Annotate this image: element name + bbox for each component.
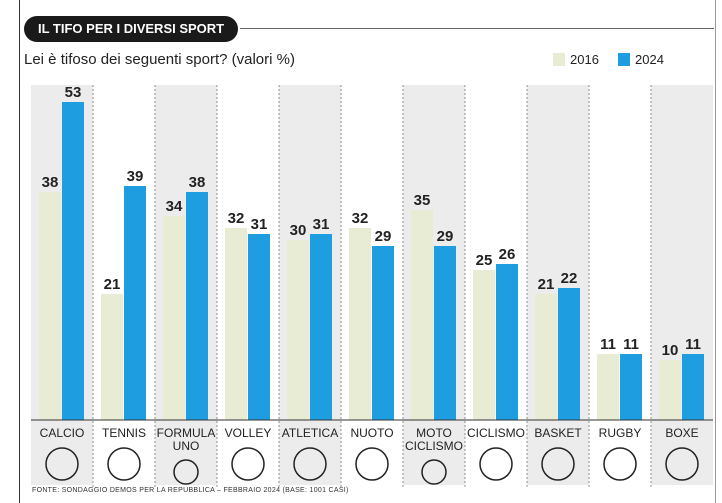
swim-cap-goggles-icon bbox=[355, 447, 389, 481]
data-label: 31 bbox=[313, 216, 330, 233]
bar-2024 bbox=[620, 354, 642, 420]
bar-2024 bbox=[186, 192, 208, 420]
category-label: UNO bbox=[173, 439, 200, 453]
data-label: 39 bbox=[127, 168, 144, 185]
category-label: BASKET bbox=[534, 426, 582, 440]
data-label: 11 bbox=[600, 336, 616, 353]
legend-label: 2016 bbox=[570, 52, 599, 67]
bar-2024 bbox=[372, 246, 394, 420]
title-rule bbox=[240, 28, 714, 29]
category-label: TENNIS bbox=[102, 426, 146, 440]
steering-wheel-icon bbox=[173, 459, 199, 485]
bar-2016 bbox=[39, 192, 61, 420]
data-label: 38 bbox=[189, 174, 206, 191]
bar-2016 bbox=[473, 270, 495, 420]
boxing-glove-icon bbox=[665, 447, 699, 481]
data-label: 32 bbox=[352, 210, 369, 227]
data-label: 22 bbox=[561, 270, 578, 287]
data-label: 21 bbox=[104, 276, 121, 293]
bar-2024 bbox=[62, 102, 84, 420]
source-note: FONTE: SONDAGGIO DEMOS PER LA REPUBBLICA… bbox=[32, 487, 349, 494]
category-label: RUGBY bbox=[599, 426, 642, 440]
column-bg bbox=[589, 85, 651, 485]
legend-swatch bbox=[618, 53, 630, 66]
rugby-ball-icon bbox=[603, 447, 637, 481]
legend-label: 2024 bbox=[635, 52, 664, 67]
legend-2016: 2016 bbox=[553, 52, 599, 67]
category-label: MOTO bbox=[416, 426, 452, 440]
bar-2024 bbox=[434, 246, 456, 420]
bar-2016 bbox=[287, 240, 309, 420]
bar-2016 bbox=[535, 294, 557, 420]
bar-2024 bbox=[496, 264, 518, 420]
bar-2016 bbox=[101, 294, 123, 420]
bar-2024 bbox=[310, 234, 332, 420]
category-label: CICLISMO bbox=[405, 439, 463, 453]
chart-title: IL TIFO PER I DIVERSI SPORT bbox=[24, 16, 239, 42]
category-label: BOXE bbox=[665, 426, 698, 440]
category-label: CICLISMO bbox=[467, 426, 525, 440]
chart-subtitle: Lei è tifoso dei seguenti sport? (valori… bbox=[24, 51, 295, 68]
volleyball-icon bbox=[231, 447, 265, 481]
data-label: 29 bbox=[437, 228, 454, 245]
data-label: 29 bbox=[375, 228, 392, 245]
right-border bbox=[715, 0, 716, 503]
bar-2024 bbox=[558, 288, 580, 420]
bar-2016 bbox=[597, 354, 619, 420]
data-label: 25 bbox=[476, 252, 493, 269]
data-label: 11 bbox=[623, 336, 639, 353]
bar-2024 bbox=[248, 234, 270, 420]
legend-swatch bbox=[553, 53, 565, 66]
data-label: 30 bbox=[290, 222, 307, 239]
data-label: 26 bbox=[499, 246, 516, 263]
bar-2024 bbox=[682, 354, 704, 420]
data-label: 32 bbox=[228, 210, 245, 227]
bar-2016 bbox=[411, 210, 433, 420]
category-label: NUOTO bbox=[350, 426, 393, 440]
column-bg bbox=[527, 85, 589, 485]
soccer-ball-icon bbox=[45, 447, 79, 481]
bar-2024 bbox=[124, 186, 146, 420]
data-label: 34 bbox=[166, 198, 183, 215]
legend-2024: 2024 bbox=[618, 52, 664, 67]
category-label: ATLETICA bbox=[282, 426, 338, 440]
left-border bbox=[19, 0, 20, 503]
data-label: 38 bbox=[42, 174, 59, 191]
data-label: 53 bbox=[65, 84, 82, 101]
category-label: CALCIO bbox=[40, 426, 85, 440]
data-label: 21 bbox=[538, 276, 555, 293]
bar-2016 bbox=[349, 228, 371, 420]
tennis-ball-icon bbox=[107, 447, 141, 481]
basketball-icon bbox=[541, 447, 575, 481]
data-label: 11 bbox=[685, 336, 701, 353]
data-label: 35 bbox=[414, 192, 431, 209]
bike-helmet-icon bbox=[479, 447, 513, 481]
motorcycle-gloves-icon bbox=[421, 459, 447, 485]
data-label: 10 bbox=[662, 342, 679, 359]
bar-2016 bbox=[659, 360, 681, 420]
column-bg bbox=[651, 85, 713, 485]
bar-2016 bbox=[163, 216, 185, 420]
bar-2016 bbox=[225, 228, 247, 420]
data-label: 31 bbox=[251, 216, 268, 233]
running-track-icon bbox=[293, 447, 327, 481]
category-label: VOLLEY bbox=[225, 426, 272, 440]
category-label: FORMULA bbox=[157, 426, 216, 440]
